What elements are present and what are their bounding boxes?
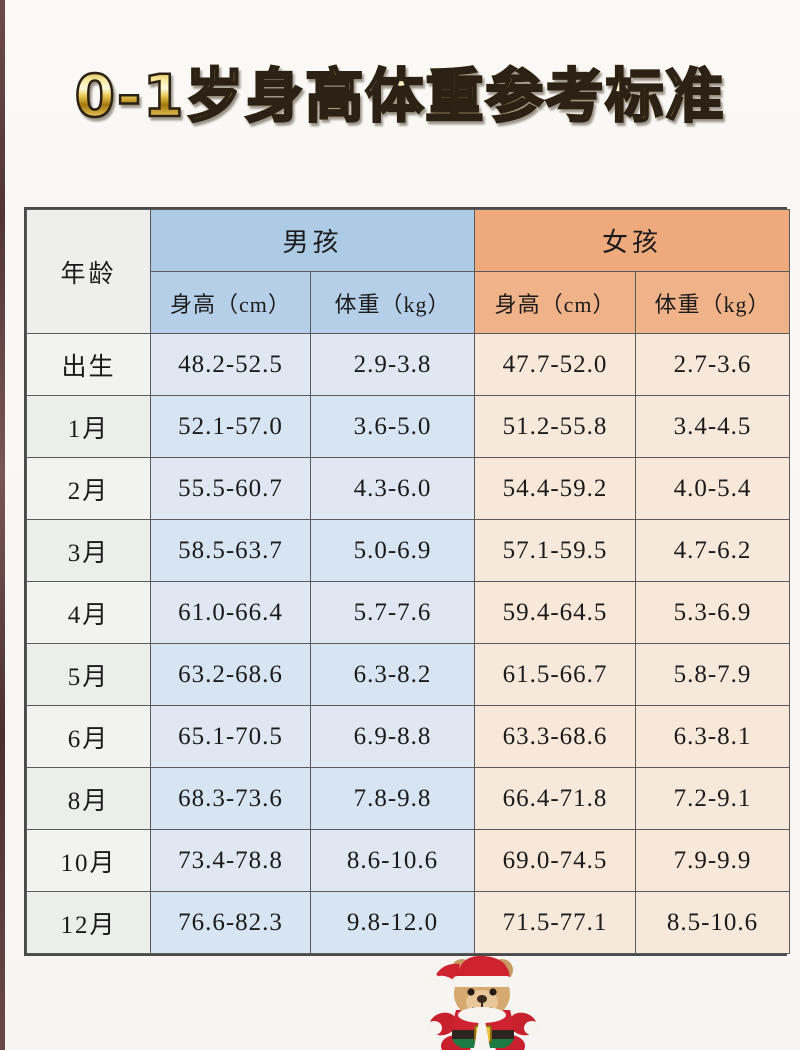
cell-boy-height: 48.2-52.5	[150, 333, 311, 396]
column-header-boy-height: 身高（cm）	[150, 271, 311, 334]
cell-boy-height: 73.4-78.8	[150, 829, 311, 892]
cell-age: 10月	[26, 829, 151, 892]
cell-boy-weight: 4.3-6.0	[309, 457, 476, 520]
column-header-girl-weight: 体重（kg）	[635, 271, 791, 334]
cell-boy-height: 65.1-70.5	[150, 705, 311, 768]
cell-girl-height: 71.5-77.1	[474, 891, 637, 954]
cell-age: 4月	[26, 581, 151, 644]
cell-girl-weight: 6.3-8.1	[635, 705, 791, 768]
cell-girl-weight: 4.7-6.2	[635, 519, 791, 582]
cell-boy-height: 76.6-82.3	[150, 891, 311, 954]
table-row: 3月 58.5-63.7 5.0-6.9 57.1-59.5 4.7-6.2	[26, 519, 791, 582]
group-header-girls: 女孩	[474, 209, 791, 272]
cell-boy-weight: 5.7-7.6	[309, 581, 476, 644]
cell-boy-weight: 8.6-10.6	[309, 829, 476, 892]
growth-table-container: 年龄 男孩 女孩 身高（cm） 体重（kg） 身高（cm） 体重（kg） 出生 4…	[24, 207, 791, 956]
page-title: 0-1岁身高体重参考标准	[73, 58, 726, 134]
table-row: 5月 63.2-68.6 6.3-8.2 61.5-66.7 5.8-7.9	[26, 643, 791, 706]
cell-boy-weight: 9.8-12.0	[309, 891, 476, 954]
cell-girl-height: 61.5-66.7	[474, 643, 637, 706]
cell-boy-weight: 6.9-8.8	[309, 705, 476, 768]
cell-boy-weight: 6.3-8.2	[309, 643, 476, 706]
table-row: 12月 76.6-82.3 9.8-12.0 71.5-77.1 8.5-10.6	[26, 891, 791, 954]
cell-girl-weight: 5.8-7.9	[635, 643, 791, 706]
cell-girl-weight: 8.5-10.6	[635, 891, 791, 954]
column-header-boy-weight: 体重（kg）	[309, 271, 476, 334]
cell-girl-height: 66.4-71.8	[474, 767, 637, 830]
cell-girl-weight: 4.0-5.4	[635, 457, 791, 520]
cell-age: 12月	[26, 891, 151, 954]
group-header-boys: 男孩	[149, 209, 476, 272]
title-container: 0-1岁身高体重参考标准	[0, 58, 800, 134]
cell-girl-weight: 7.2-9.1	[635, 767, 791, 830]
cell-age: 出生	[26, 333, 151, 396]
cell-girl-height: 51.2-55.8	[474, 395, 637, 458]
table-row: 2月 55.5-60.7 4.3-6.0 54.4-59.2 4.0-5.4	[26, 457, 791, 520]
cell-age: 1月	[26, 395, 151, 458]
cell-boy-height: 52.1-57.0	[150, 395, 311, 458]
table-row: 8月 68.3-73.6 7.8-9.8 66.4-71.8 7.2-9.1	[26, 767, 791, 830]
table-row: 1月 52.1-57.0 3.6-5.0 51.2-55.8 3.4-4.5	[26, 395, 791, 458]
cell-boy-height: 58.5-63.7	[150, 519, 311, 582]
header-row-groups: 年龄 男孩 女孩	[26, 209, 791, 334]
cell-girl-height: 69.0-74.5	[474, 829, 637, 892]
cell-age: 6月	[26, 705, 151, 768]
cell-age: 5月	[26, 643, 151, 706]
cell-boy-weight: 5.0-6.9	[309, 519, 476, 582]
table-row: 4月 61.0-66.4 5.7-7.6 59.4-64.5 5.3-6.9	[26, 581, 791, 644]
cell-boy-height: 61.0-66.4	[150, 581, 311, 644]
table-row: 6月 65.1-70.5 6.9-8.8 63.3-68.6 6.3-8.1	[26, 705, 791, 768]
cell-age: 3月	[26, 519, 151, 582]
cell-age: 2月	[26, 457, 151, 520]
cell-girl-weight: 2.7-3.6	[635, 333, 791, 396]
cell-age: 8月	[26, 767, 151, 830]
table-row: 出生 48.2-52.5 2.9-3.8 47.7-52.0 2.7-3.6	[26, 333, 791, 396]
column-header-age: 年龄	[26, 209, 151, 334]
cell-girl-height: 63.3-68.6	[474, 705, 637, 768]
cell-girl-height: 54.4-59.2	[474, 457, 637, 520]
table-row: 10月 73.4-78.8 8.6-10.6 69.0-74.5 7.9-9.9	[26, 829, 791, 892]
cell-boy-height: 63.2-68.6	[150, 643, 311, 706]
cell-girl-weight: 7.9-9.9	[635, 829, 791, 892]
santa-teddy-bear-icon	[425, 955, 540, 1050]
table-body: 出生 48.2-52.5 2.9-3.8 47.7-52.0 2.7-3.6 1月 52.1…	[26, 333, 791, 954]
cell-girl-weight: 3.4-4.5	[635, 395, 791, 458]
cell-girl-height: 47.7-52.0	[474, 333, 637, 396]
table-head: 年龄 男孩 女孩 身高（cm） 体重（kg） 身高（cm） 体重（kg）	[26, 209, 791, 334]
column-header-girl-height: 身高（cm）	[474, 271, 637, 334]
cell-boy-weight: 3.6-5.0	[309, 395, 476, 458]
cell-girl-height: 59.4-64.5	[474, 581, 637, 644]
cell-boy-height: 55.5-60.7	[150, 457, 311, 520]
cell-boy-weight: 7.8-9.8	[309, 767, 476, 830]
cell-boy-weight: 2.9-3.8	[309, 333, 476, 396]
cell-girl-height: 57.1-59.5	[474, 519, 637, 582]
growth-reference-table: 年龄 男孩 女孩 身高（cm） 体重（kg） 身高（cm） 体重（kg） 出生 4…	[26, 209, 791, 954]
header-row-subcolumns: 身高（cm） 体重（kg） 身高（cm） 体重（kg）	[27, 271, 791, 334]
cell-girl-weight: 5.3-6.9	[635, 581, 791, 644]
cell-boy-height: 68.3-73.6	[150, 767, 311, 830]
page-edge-strip	[0, 0, 5, 1050]
